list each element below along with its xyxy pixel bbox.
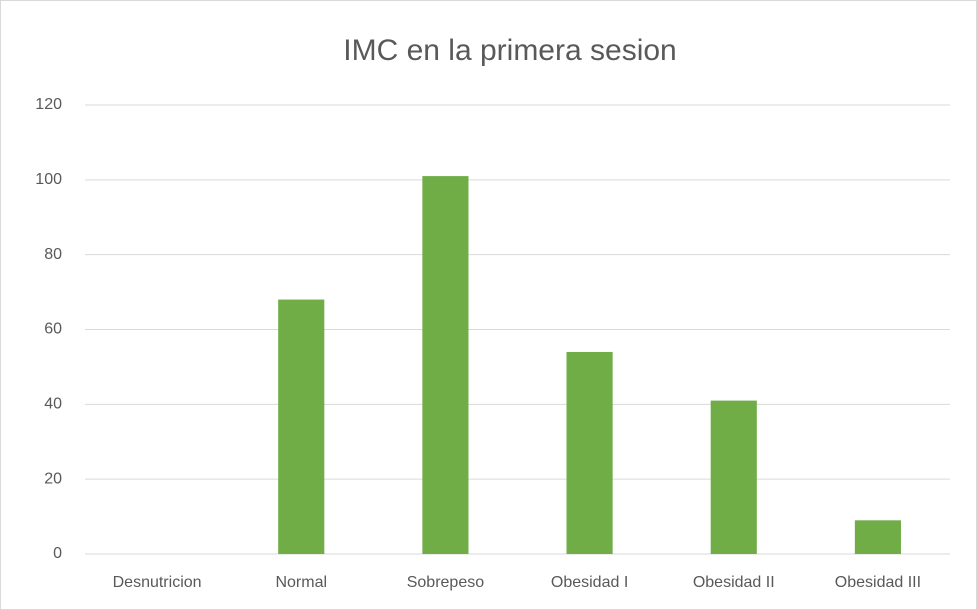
bar	[854, 520, 901, 554]
bar	[710, 400, 757, 554]
x-tick-label: Obesidad I	[551, 574, 628, 591]
y-tick-label: 0	[53, 545, 62, 562]
x-tick-label: Obesidad III	[835, 574, 921, 591]
y-tick-label: 40	[44, 396, 62, 413]
y-tick-label: 20	[44, 470, 62, 487]
x-tick-label: Sobrepeso	[407, 574, 484, 591]
chart-title: IMC en la primera sesion	[343, 34, 676, 67]
bar	[422, 176, 469, 554]
x-tick-label: Desnutricion	[113, 574, 202, 591]
bar	[278, 299, 325, 554]
bar	[566, 351, 613, 554]
y-tick-label: 120	[35, 96, 62, 113]
x-tick-label: Obesidad II	[693, 574, 775, 591]
y-tick-label: 60	[44, 321, 62, 338]
y-tick-label: 100	[35, 171, 62, 188]
y-tick-label: 80	[44, 246, 62, 263]
x-tick-label: Normal	[275, 574, 327, 591]
